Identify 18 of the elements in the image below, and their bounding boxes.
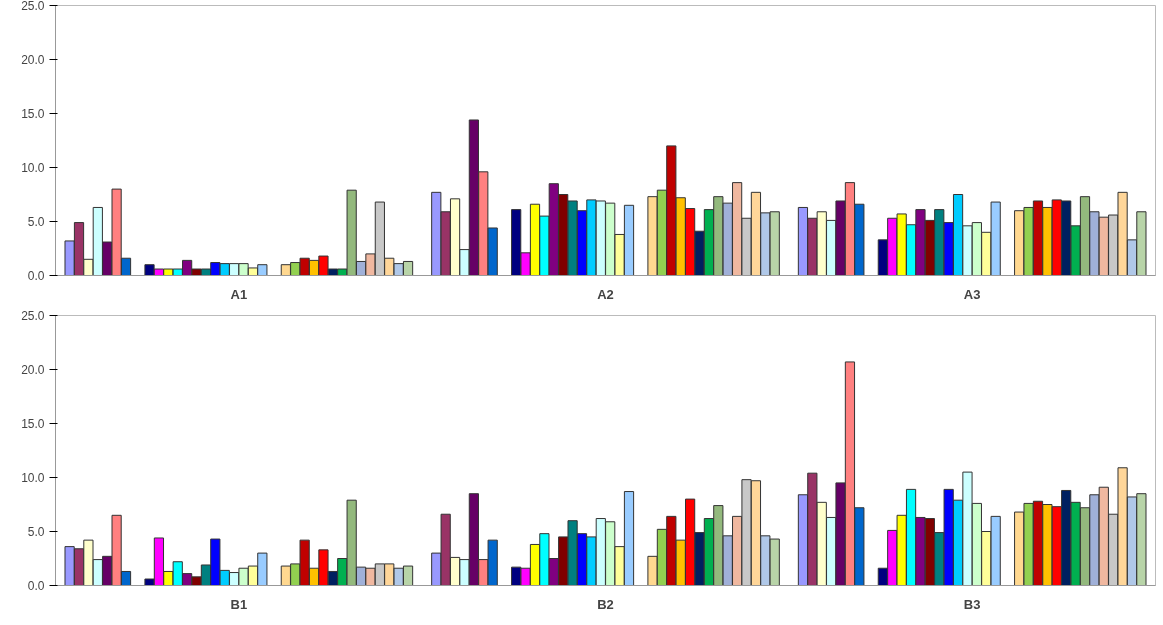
- x-tick-label: B1: [230, 596, 248, 612]
- x-tick-label: A2: [597, 286, 614, 302]
- y-tick-label: 5.0: [27, 215, 45, 229]
- y-tick-label: 20.0: [21, 53, 45, 67]
- y-tick-label: 10.0: [21, 471, 45, 485]
- x-tick-label: B2: [597, 596, 614, 612]
- y-tick-label: 10.0: [21, 161, 45, 175]
- y-tick-label: 0.0: [27, 579, 45, 593]
- y-tick-label: 20.0: [21, 363, 45, 377]
- y-tick-label: 0.0: [27, 269, 45, 283]
- x-tick-label: A3: [963, 286, 981, 302]
- y-tick-label: 25.0: [21, 309, 45, 323]
- y-tick-label: 5.0: [27, 525, 45, 539]
- y-tick-label: 15.0: [21, 417, 45, 431]
- y-tick-label: 15.0: [21, 107, 45, 121]
- x-tick-label: B3: [963, 596, 981, 612]
- y-tick-label: 25.0: [21, 0, 45, 13]
- x-tick-label: A1: [230, 286, 248, 302]
